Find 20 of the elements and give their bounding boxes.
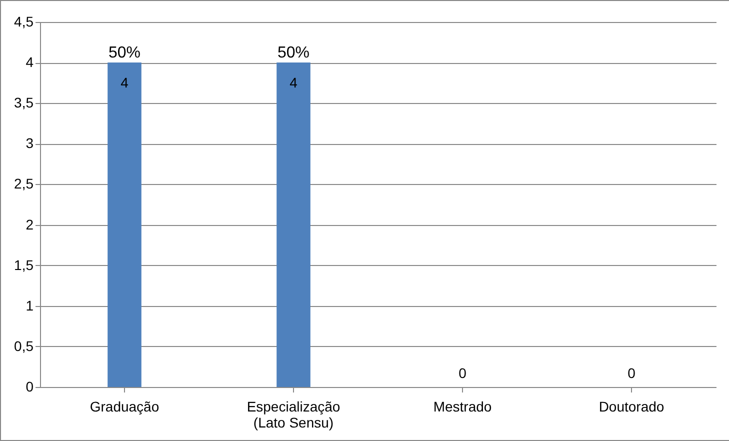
y-tick-label: 2	[26, 216, 34, 232]
x-tick-label: Mestrado	[433, 398, 492, 414]
y-tick-label: 0	[26, 378, 34, 394]
x-tick-label: Doutorado	[598, 398, 664, 414]
x-tick-label: Especialização (Lato Sensu)	[246, 398, 340, 430]
data-label: 4	[120, 74, 129, 91]
x-tick-label: Graduação	[90, 398, 160, 414]
y-tick-label: 4,5	[14, 14, 34, 30]
data-label: 4	[290, 74, 298, 91]
y-tick-label: 4	[26, 54, 34, 70]
annotation: 50%	[108, 44, 141, 62]
y-tick-label: 1,5	[14, 256, 34, 273]
data-label: 0	[458, 365, 467, 381]
y-tick-label: 0,5	[14, 338, 34, 354]
y-tick-label: 1	[26, 297, 34, 314]
data-label: 0	[628, 365, 636, 381]
y-tick-label: 2,5	[14, 176, 34, 192]
annotation: 50%	[277, 44, 310, 62]
y-tick-label: 3,5	[14, 94, 34, 111]
y-tick-label: 3	[26, 135, 34, 152]
